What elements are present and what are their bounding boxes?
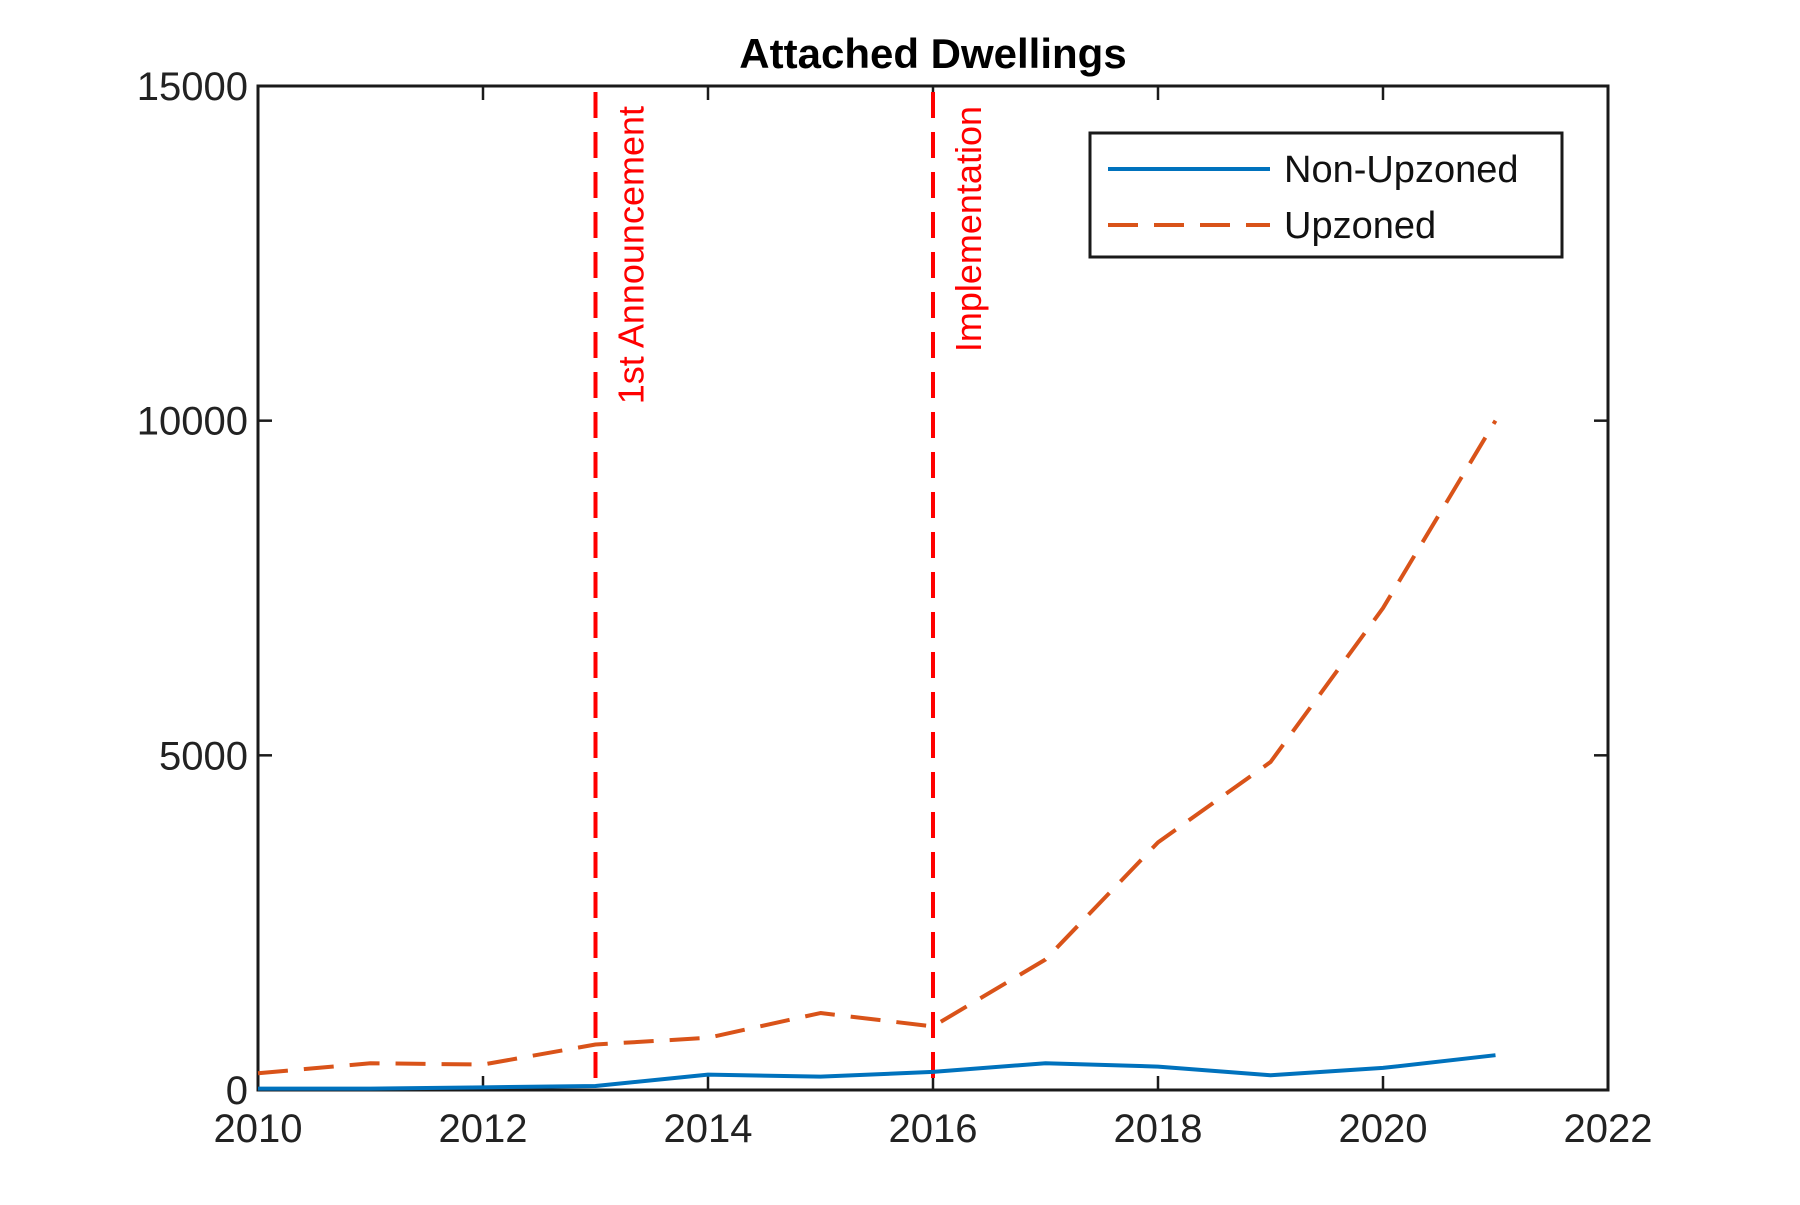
x-tick-label: 2022 xyxy=(1564,1107,1653,1151)
legend-label: Upzoned xyxy=(1284,205,1436,247)
x-tick-label: 2016 xyxy=(889,1107,978,1151)
data-point xyxy=(1380,1065,1386,1071)
series-line-upzoned xyxy=(257,419,1498,1076)
legend: Non-Upzoned Upzoned xyxy=(1088,131,1564,259)
y-tick-label: 10000 xyxy=(137,400,248,444)
data-point xyxy=(1493,1052,1499,1058)
legend-label: Non-Upzoned xyxy=(1284,149,1518,191)
data-point xyxy=(480,1062,486,1068)
data-point xyxy=(480,1084,486,1090)
x-tick-label: 2018 xyxy=(1114,1107,1203,1151)
series-line-non-upzoned xyxy=(258,1053,1496,1091)
data-point xyxy=(255,1086,261,1092)
chart-title: Attached Dwellings xyxy=(739,30,1126,77)
x-tick-label: 2012 xyxy=(439,1107,528,1151)
legend-box xyxy=(1088,131,1564,259)
x-tick-label: 2014 xyxy=(664,1107,753,1151)
x-tick-label: 2020 xyxy=(1339,1107,1428,1151)
y-tick-label: 5000 xyxy=(159,734,248,778)
x-tick-label: 2010 xyxy=(214,1107,303,1151)
data-point xyxy=(1155,1064,1161,1070)
data-point xyxy=(1043,1060,1049,1066)
data-point xyxy=(368,1086,374,1092)
y-tick-label: 0 xyxy=(226,1069,248,1113)
data-point xyxy=(1493,418,1499,424)
annotation-label: Implementation xyxy=(948,106,989,352)
data-point xyxy=(818,1074,824,1080)
data-point xyxy=(1155,839,1161,845)
data-point xyxy=(1043,956,1049,962)
y-tick-label: 15000 xyxy=(137,65,248,109)
data-point xyxy=(705,1072,711,1078)
data-point xyxy=(930,1023,936,1029)
data-point xyxy=(705,1035,711,1041)
data-point xyxy=(1268,759,1274,765)
data-point xyxy=(930,1069,936,1075)
data-point xyxy=(593,1041,599,1047)
data-point xyxy=(1380,605,1386,611)
annotation-label: 1st Announcement xyxy=(611,106,652,404)
data-point xyxy=(593,1083,599,1089)
data-point xyxy=(255,1070,261,1076)
data-point xyxy=(1268,1072,1274,1078)
data-point xyxy=(818,1010,824,1016)
data-point xyxy=(368,1060,374,1066)
